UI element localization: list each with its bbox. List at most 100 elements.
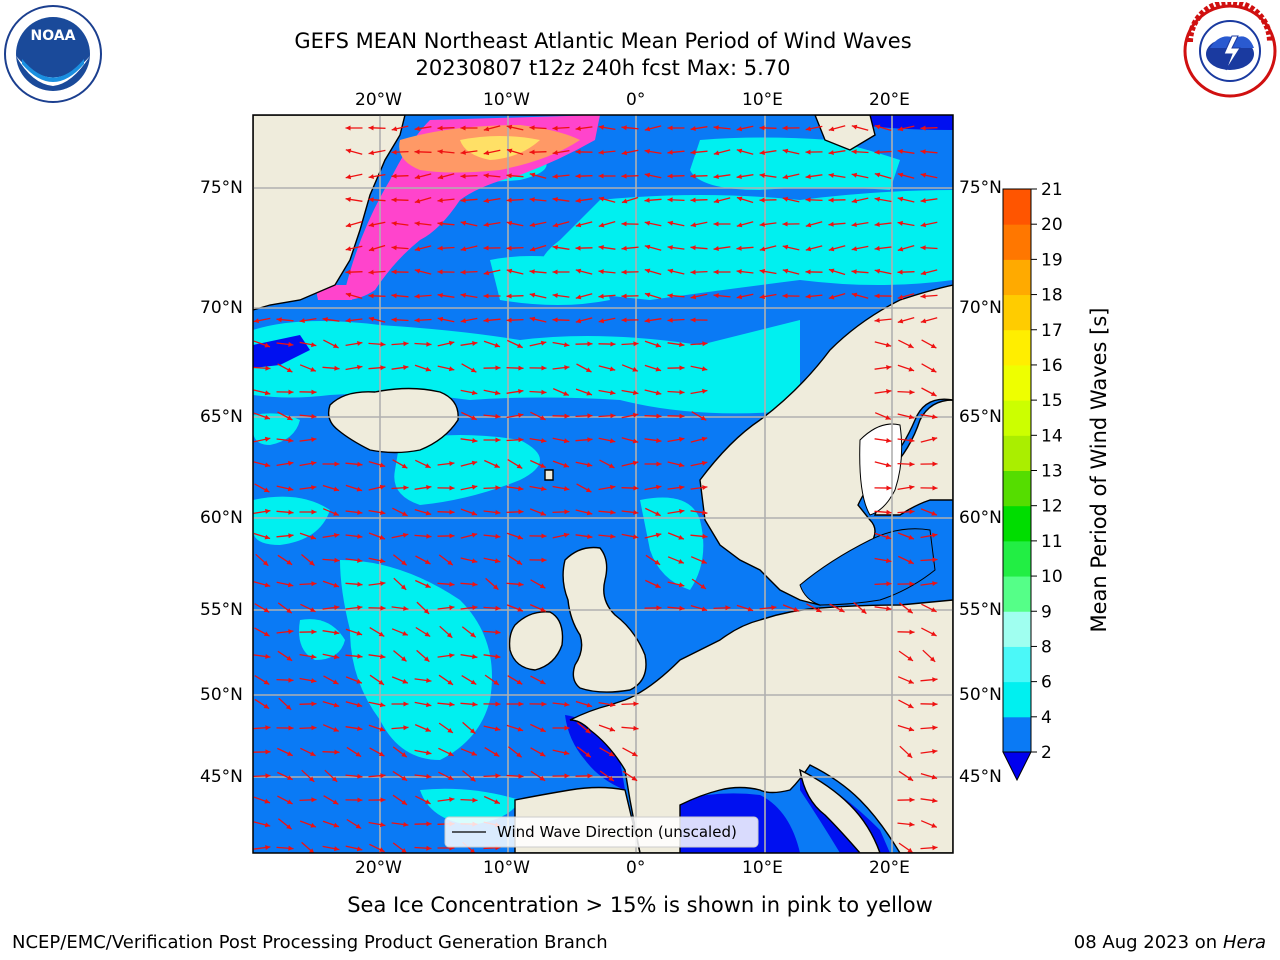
wind-arrow-head — [414, 149, 420, 155]
wind-arrow-head — [403, 365, 409, 370]
wind-arrow-head — [495, 509, 501, 515]
wind-arrow-head — [414, 246, 421, 252]
wind-arrow-head — [506, 245, 512, 251]
wind-arrow-head — [930, 367, 937, 373]
wind-arrow-head — [401, 752, 407, 758]
wind-arrow-head — [333, 822, 339, 828]
wind-arrow-head — [495, 437, 501, 443]
lat-label-right-60n: 60°N — [959, 508, 1002, 528]
svalbard — [814, 115, 876, 151]
wind-arrow-head — [586, 510, 593, 516]
wind-arrow-head — [402, 532, 409, 538]
wind-arrow-head — [932, 461, 938, 467]
wind-arrow-head — [460, 125, 466, 131]
wind-arrow-head — [380, 365, 386, 371]
wind-arrow-head — [357, 797, 363, 803]
wind-arrow-head — [518, 486, 524, 491]
wind-arrow-head — [759, 246, 766, 252]
wind-arrow-head — [472, 701, 478, 707]
wind-arrow-head — [931, 511, 937, 516]
wind-arrow-head — [471, 484, 478, 490]
wind-arrow-head — [886, 485, 892, 491]
wind-arrow-head — [713, 150, 720, 156]
wind-arrow-head — [552, 150, 558, 155]
wind-arrow-head — [932, 749, 938, 754]
wind-arrow-head — [345, 317, 351, 323]
wind-arrow-head — [586, 390, 592, 396]
wind-arrow-head — [690, 294, 697, 300]
wind-arrow-head — [907, 703, 914, 708]
wind-arrow-head — [598, 149, 604, 155]
wind-arrow-head — [483, 150, 490, 156]
wind-arrow-head — [886, 438, 892, 443]
wind-arrow-head — [449, 653, 455, 658]
wind-arrow-head — [644, 318, 650, 323]
wind-arrow-head — [552, 173, 558, 179]
wind-arrow-head — [495, 365, 501, 371]
wind-arrow-head — [575, 318, 582, 324]
wind-arrow-head — [909, 389, 915, 395]
wind-arrow-head — [472, 581, 478, 587]
wind-arrow-head — [552, 317, 558, 323]
wind-arrow-head — [552, 125, 558, 131]
wind-arrow-head — [552, 269, 558, 275]
wind-arrow-head — [494, 463, 500, 468]
wind-arrow-head — [403, 725, 409, 731]
wind-arrow-head — [541, 438, 547, 443]
wind-arrow-head — [391, 197, 397, 203]
wind-arrow-head — [380, 654, 386, 659]
wind-arrow-head — [425, 583, 431, 588]
lon-label-bottom-0: 0° — [626, 858, 646, 878]
wind-arrow-head — [333, 654, 340, 660]
wind-arrow-head — [932, 701, 938, 707]
wind-arrow-head — [702, 341, 708, 347]
wind-arrow-head — [575, 149, 581, 155]
wind-arrow-head — [379, 726, 386, 732]
wind-arrow-head — [265, 365, 271, 371]
wind-arrow-head — [493, 680, 499, 685]
wind-arrow-head — [264, 414, 270, 420]
wind-arrow-head — [621, 317, 627, 323]
wind-arrow-head — [897, 126, 904, 132]
wind-arrow-head — [805, 269, 811, 275]
wind-arrow-head — [506, 124, 513, 130]
lat-label-right-55n: 55°N — [959, 600, 1002, 620]
wind-arrow-head — [345, 246, 352, 252]
wind-arrow-head — [264, 798, 270, 804]
wind-arrow-head — [345, 269, 351, 275]
wind-arrow-head — [667, 268, 674, 274]
wind-arrow-head — [633, 341, 639, 347]
wind-arrow-head — [564, 701, 570, 707]
lon-label-top-10e: 10°E — [742, 90, 783, 110]
wind-arrow-head — [425, 366, 431, 372]
wind-arrow-head — [357, 653, 363, 659]
wind-arrow-head — [529, 149, 535, 155]
wind-arrow-head — [828, 221, 834, 227]
wind-arrow-head — [598, 318, 605, 324]
wind-arrow-head — [357, 726, 363, 731]
wind-arrow-head — [264, 342, 270, 348]
lat-label-right-45n: 45°N — [959, 767, 1002, 787]
wind-arrow-head — [564, 509, 570, 515]
wind-arrow-head — [529, 222, 536, 228]
wind-arrow-head — [506, 148, 513, 154]
wind-arrow-head — [805, 174, 811, 179]
wind-arrow-head — [930, 343, 937, 349]
wind-arrow-head — [334, 557, 340, 563]
wind-arrow-head — [736, 196, 743, 202]
lat-label-left-45n: 45°N — [200, 767, 243, 787]
wind-arrow-head — [539, 679, 546, 684]
wind-arrow-head — [414, 198, 421, 204]
wind-arrow-head — [610, 341, 616, 347]
wind-arrow-head — [493, 751, 500, 757]
wind-arrow-head — [518, 437, 524, 443]
wind-arrow-head — [541, 365, 547, 371]
wind-arrow-head — [552, 293, 558, 298]
wind-arrow-head — [633, 390, 639, 396]
wind-arrow-head — [483, 317, 489, 323]
wind-arrow-head — [460, 220, 467, 226]
lat-label-left-70n: 70°N — [200, 298, 243, 318]
wind-arrow-head — [356, 486, 363, 492]
wind-arrow-head — [552, 245, 558, 250]
wind-arrow-head — [379, 534, 385, 540]
